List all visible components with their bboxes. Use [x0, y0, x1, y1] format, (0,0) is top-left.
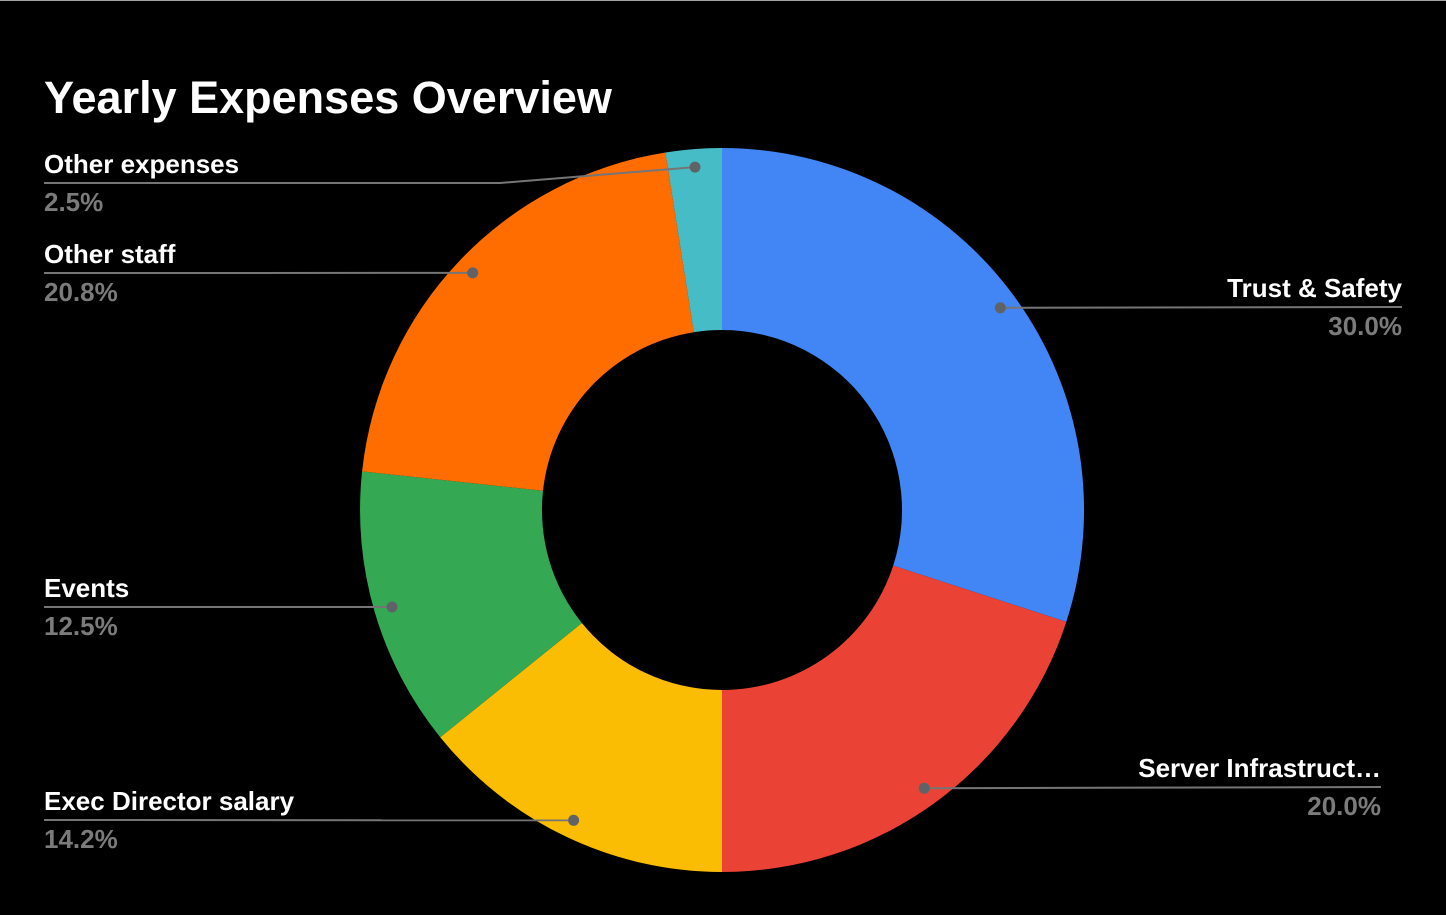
- screen-top-edge-line: [0, 0, 1446, 1]
- donut-slice-trust-safety[interactable]: [722, 148, 1085, 622]
- leader-dot-exec-director-salary: [568, 814, 580, 826]
- callout-percent-other-staff: 20.8%: [44, 277, 118, 307]
- callout-percent-exec-director-salary: 14.2%: [44, 824, 118, 854]
- callout-label-trust-safety: Trust & Safety: [1227, 273, 1402, 303]
- leader-dot-other-expenses: [689, 161, 701, 173]
- donut-slice-other-staff[interactable]: [362, 152, 694, 491]
- callout-label-other-expenses: Other expenses: [44, 149, 240, 179]
- chart-title: Yearly Expenses Overview: [44, 72, 612, 124]
- callout-label-server-infrastructure: Server Infrastruct…: [1138, 753, 1381, 783]
- leader-dot-events: [386, 601, 398, 613]
- donut-slice-other-expenses[interactable]: [665, 148, 722, 333]
- donut-slice-exec-director-salary[interactable]: [440, 623, 722, 872]
- callout-percent-other-expenses: 2.5%: [44, 187, 104, 217]
- callout-label-other-staff: Other staff: [44, 239, 176, 269]
- leader-line-trust-safety: [1000, 306, 1403, 309]
- callout-percent-events: 12.5%: [44, 611, 118, 641]
- callout-label-exec-director-salary: Exec Director salary: [44, 786, 295, 816]
- leader-dot-trust-safety: [994, 302, 1006, 314]
- leader-dot-server-infrastruct: [918, 782, 930, 794]
- donut-slice-events[interactable]: [360, 471, 582, 738]
- leader-dot-other-staff: [467, 267, 479, 279]
- callout-percent-server-infrastructure: 20.0%: [1307, 791, 1381, 821]
- callout-percent-trust-safety: 30.0%: [1328, 311, 1402, 341]
- leader-line-other-expenses: [44, 166, 696, 184]
- donut-slice-server-infrastruct[interactable]: [722, 565, 1067, 872]
- leader-line-server-infrastruct: [924, 786, 1382, 790]
- callout-label-events: Events: [44, 573, 130, 603]
